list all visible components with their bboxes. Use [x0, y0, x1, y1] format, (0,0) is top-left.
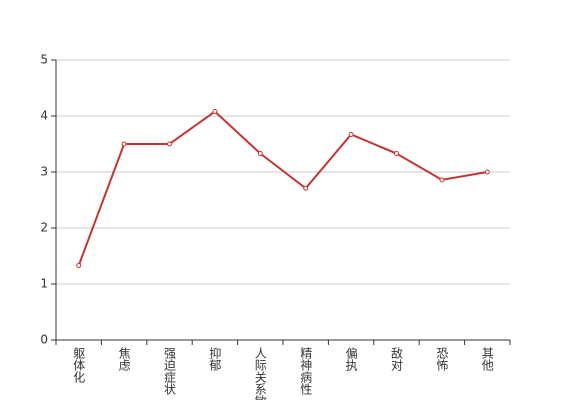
- x-tick-label: 精神病性: [299, 347, 313, 396]
- point: [394, 151, 399, 157]
- x-tick-label: 抑郁: [208, 346, 222, 372]
- x-tick-label: 其他: [480, 347, 494, 371]
- y-tick-label: 4: [40, 109, 48, 123]
- y-tick-label: 0: [40, 333, 48, 347]
- y-tick-label: 3: [40, 165, 48, 179]
- y-tick-label: 1: [40, 277, 48, 291]
- x-tick-label: 强迫症状: [163, 347, 177, 395]
- x-tick-label: 偏执: [344, 346, 358, 372]
- point: [212, 109, 218, 115]
- point: [348, 131, 354, 137]
- x-tick-label: 躯体化: [72, 346, 86, 384]
- x-tick-label: 人际关系敏感: [253, 347, 267, 400]
- x-tick-label: 恐怖: [435, 347, 449, 371]
- point: [484, 169, 490, 175]
- point: [303, 185, 309, 191]
- point: [439, 177, 445, 183]
- point: [121, 141, 127, 147]
- x-tick-label: 敌对: [390, 346, 404, 371]
- y-tick-label: 5: [40, 53, 48, 67]
- point: [257, 151, 263, 157]
- point: [76, 263, 82, 269]
- y-tick-label: 2: [40, 221, 48, 235]
- x-tick-label: 焦虑: [117, 347, 131, 371]
- line: [77, 110, 488, 266]
- point: [167, 141, 172, 147]
